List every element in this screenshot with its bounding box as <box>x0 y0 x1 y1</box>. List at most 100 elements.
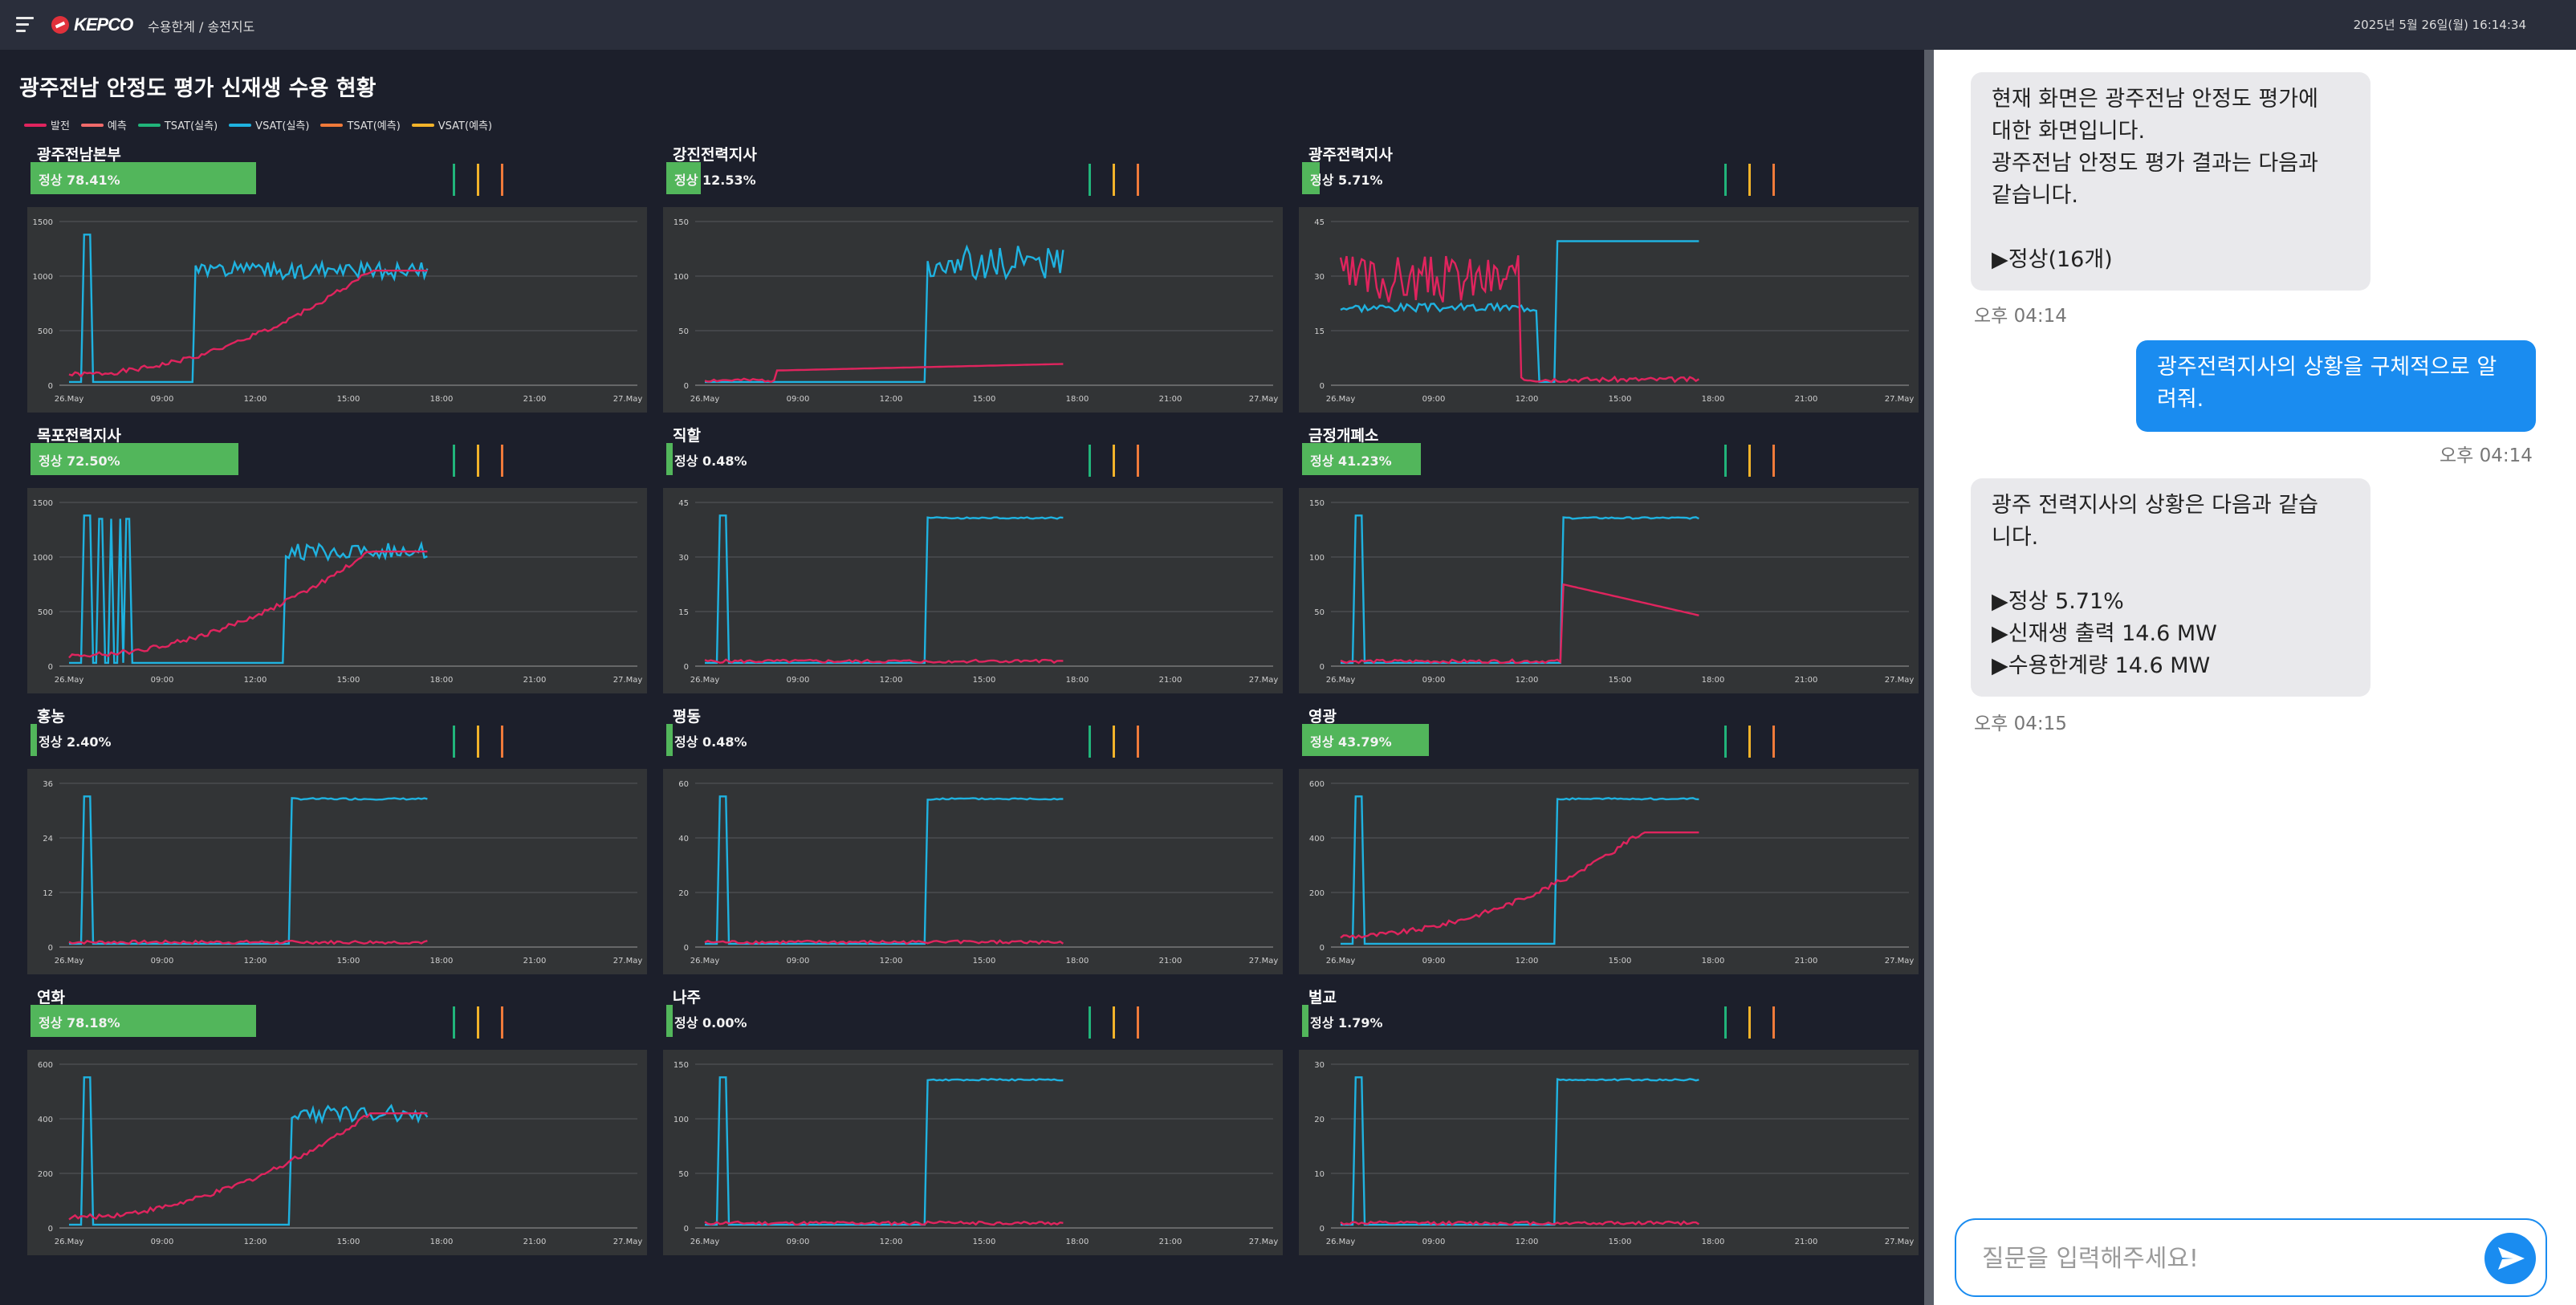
x-tick-label: 18:00 <box>1702 395 1725 404</box>
x-tick-label: 27.May <box>1885 957 1915 966</box>
y-tick-label: 500 <box>38 327 53 336</box>
x-tick-label: 21:00 <box>1795 1238 1818 1246</box>
chat-panel: 현재 화면은 광주전남 안정도 평가에 대한 화면입니다. 광주전남 안정도 평… <box>1934 50 2576 1305</box>
status-marker <box>501 164 503 196</box>
status-label: 정상 78.41% <box>39 173 120 188</box>
panel-title: 나주 <box>673 989 701 1006</box>
x-tick-label: 26.May <box>690 957 720 966</box>
trend-chart[interactable]: 0 200 400 600 26.May 09:00 12:00 15:00 18:00 21:0… <box>1299 769 1919 974</box>
x-tick-label: 26.May <box>1326 1238 1356 1246</box>
generation-series-line <box>68 270 428 378</box>
trend-chart[interactable]: 0 50 100 150 26.May 09:00 12:00 15:00 18:00 21:00… <box>663 207 1283 413</box>
chat-input-box[interactable] <box>1955 1218 2547 1297</box>
trend-chart[interactable]: 0 500 1000 1500 26.May 09:00 12:00 15:00 18:00 21… <box>27 207 647 413</box>
legend-item[interactable]: 발전 <box>24 117 70 132</box>
legend-label: VSAT(예측) <box>437 120 493 132</box>
status-marker <box>1089 1006 1091 1039</box>
message-timestamp: 오후 04:14 <box>1974 306 2067 327</box>
trend-chart[interactable]: 0 20 40 60 26.May 09:00 12:00 15:00 18:00 21:00 27… <box>663 769 1283 974</box>
y-tick-label: 50 <box>1314 608 1325 617</box>
status-marker <box>1724 445 1727 477</box>
y-tick-label: 30 <box>678 554 689 563</box>
y-tick-label: 1500 <box>33 499 53 508</box>
status-bar <box>1302 724 1429 756</box>
trend-chart[interactable]: 0 15 30 45 26.May 09:00 12:00 15:00 18:00 21:00 27… <box>663 488 1283 693</box>
chart-svg: 0 200 400 600 26.May 09:00 12:00 15:00 18:00 21:0… <box>38 1061 642 1246</box>
legend-item[interactable]: 예측 <box>80 117 127 132</box>
status-bar <box>666 724 673 756</box>
y-tick-label: 0 <box>48 1225 53 1234</box>
status-bar <box>666 1005 673 1037</box>
send-button[interactable] <box>2484 1233 2536 1284</box>
x-tick-label: 15:00 <box>337 957 360 966</box>
y-tick-label: 200 <box>1309 889 1325 898</box>
status-marker <box>1137 164 1139 196</box>
breadcrumb[interactable]: 수용한계 / 송전지도 <box>148 19 255 35</box>
status-marker <box>1724 1006 1727 1039</box>
panel-divider[interactable] <box>1924 50 1934 1305</box>
region-panel[interactable]: 광주전력지사 정상 5.71% 0 15 30 45 26.May 09:00 12:00 15:… <box>1299 143 1919 417</box>
status-marker <box>1748 445 1751 477</box>
y-tick-label: 600 <box>1309 780 1325 789</box>
trend-chart[interactable]: 0 200 400 600 26.May 09:00 12:00 15:00 18:00 21:0… <box>27 1050 647 1255</box>
question-input[interactable] <box>1980 1238 2465 1279</box>
trend-chart[interactable]: 0 500 1000 1500 26.May 09:00 12:00 15:00 18:00 21… <box>27 488 647 693</box>
y-tick-label: 0 <box>1320 382 1325 391</box>
status-marker <box>1089 164 1091 196</box>
region-panel[interactable]: 벌교 정상 1.79% 0 10 20 30 26.May 09:00 12:00 15:00 18… <box>1299 986 1919 1260</box>
region-panel[interactable]: 광주전남본부 정상 78.41% 0 500 1000 1500 26.May 09:00 12… <box>27 143 647 417</box>
x-tick-label: 27.May <box>1885 1238 1915 1246</box>
x-tick-label: 09:00 <box>787 1238 810 1246</box>
legend-item[interactable]: TSAT(실측) <box>137 117 218 132</box>
x-tick-label: 09:00 <box>1422 676 1446 685</box>
x-tick-label: 12:00 <box>244 957 267 966</box>
y-tick-label: 0 <box>1320 1225 1325 1234</box>
x-tick-label: 26.May <box>55 395 84 404</box>
x-tick-label: 18:00 <box>1066 1238 1089 1246</box>
panel-title: 평동 <box>673 708 701 726</box>
region-panel[interactable]: 목포전력지사 정상 72.50% 0 500 1000 1500 26.May 09:00 12… <box>27 424 647 698</box>
kepco-logo[interactable]: KEPCO <box>51 13 133 37</box>
y-tick-label: 150 <box>674 1061 689 1070</box>
panel-title: 광주전남본부 <box>37 146 121 164</box>
dashboard-area: 광주전남 안정도 평가 신재생 수용 현황 발전 예측 TSAT(실측) VSAT(실… <box>0 50 1927 1305</box>
legend-item[interactable]: VSAT(실측) <box>229 117 309 132</box>
region-panel[interactable]: 나주 정상 0.00% 0 50 100 150 26.May 09:00 12:00 15:00… <box>663 986 1283 1260</box>
x-tick-label: 21:00 <box>1795 957 1818 966</box>
trend-chart[interactable]: 0 50 100 150 26.May 09:00 12:00 15:00 18:00 21:00… <box>1299 488 1919 693</box>
hamburger-menu-icon[interactable] <box>16 17 34 32</box>
current-datetime: 2025년 5월 26일(월) 16:14:34 <box>2353 18 2526 32</box>
legend-item[interactable]: VSAT(예측) <box>411 117 493 132</box>
x-tick-label: 18:00 <box>1702 957 1725 966</box>
generation-series-line <box>704 363 1064 384</box>
x-tick-label: 09:00 <box>151 957 174 966</box>
y-tick-label: 0 <box>684 1225 689 1234</box>
legend-item[interactable]: TSAT(예측) <box>320 117 401 132</box>
trend-chart[interactable]: 0 15 30 45 26.May 09:00 12:00 15:00 18:00 21:00 27… <box>1299 207 1919 413</box>
legend-swatch <box>137 123 161 127</box>
region-panel[interactable]: 연화 정상 78.18% 0 200 400 600 26.May 09:00 12:00 15:… <box>27 986 647 1260</box>
region-panel[interactable]: 영광 정상 43.79% 0 200 400 600 26.May 09:00 12:00 15:… <box>1299 705 1919 979</box>
status-label: 정상 72.50% <box>39 453 120 469</box>
trend-chart[interactable]: 0 10 20 30 26.May 09:00 12:00 15:00 18:00 21:00 27… <box>1299 1050 1919 1255</box>
trend-chart[interactable]: 0 12 24 36 26.May 09:00 12:00 15:00 18:00 21:00 27… <box>27 769 647 974</box>
region-panel[interactable]: 평동 정상 0.48% 0 20 40 60 26.May 09:00 12:00 15:00 18… <box>663 705 1283 979</box>
status-marker <box>501 1006 503 1039</box>
y-tick-label: 15 <box>678 608 689 617</box>
x-tick-label: 18:00 <box>1702 1238 1725 1246</box>
y-tick-label: 0 <box>48 944 53 953</box>
region-panel[interactable]: 홍농 정상 2.40% 0 12 24 36 26.May 09:00 12:00 15:00 18… <box>27 705 647 979</box>
region-panel[interactable]: 직할 정상 0.48% 0 15 30 45 26.May 09:00 12:00 15:00 18… <box>663 424 1283 698</box>
y-tick-label: 1000 <box>33 273 53 282</box>
trend-chart[interactable]: 0 50 100 150 26.May 09:00 12:00 15:00 18:00 21:00… <box>663 1050 1283 1255</box>
x-tick-label: 09:00 <box>787 957 810 966</box>
region-panel[interactable]: 금정개폐소 정상 41.23% 0 50 100 150 26.May 09:00 12:00 1… <box>1299 424 1919 698</box>
vsat-series-line <box>705 244 1064 384</box>
status-marker <box>1748 726 1751 758</box>
panel-title: 연화 <box>37 989 65 1006</box>
status-marker <box>1772 726 1775 758</box>
x-tick-label: 27.May <box>1885 676 1915 685</box>
region-panel[interactable]: 강진전력지사 정상 12.53% 0 50 100 150 26.May 09:00 12:00… <box>663 143 1283 417</box>
y-tick-label: 200 <box>38 1170 53 1179</box>
chart-svg: 0 50 100 150 26.May 09:00 12:00 15:00 18:00 21:00… <box>1309 499 1915 685</box>
